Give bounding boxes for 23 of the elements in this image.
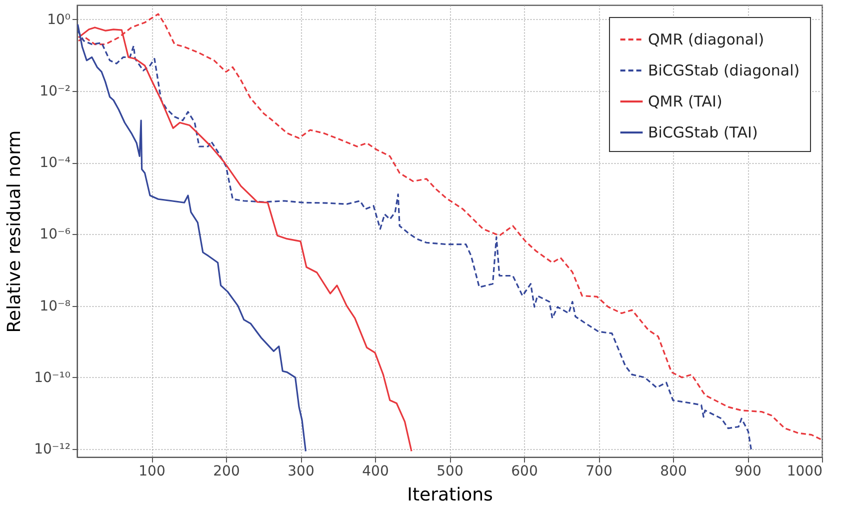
x-tick-label: 200 <box>213 464 240 480</box>
y-tick-label: 10⁻² <box>40 83 70 100</box>
x-tick-label: 1000 <box>786 464 822 480</box>
legend-label: QMR (diagonal) <box>648 30 764 48</box>
y-tick-label: 10⁻⁶ <box>40 226 71 243</box>
x-tick-label: 500 <box>436 464 464 480</box>
x-tick-label: 400 <box>362 464 389 480</box>
x-axis-title: Iterations <box>407 484 493 506</box>
y-axis-title: Relative residual norm <box>4 130 26 333</box>
legend-label: QMR (TAI) <box>648 92 722 110</box>
x-tick-label: 700 <box>586 464 612 480</box>
x-tick-label: 800 <box>660 464 687 480</box>
y-tick-label: 10⁻¹² <box>34 442 70 458</box>
x-tick-label: 600 <box>511 464 538 480</box>
x-tick-label: 900 <box>734 464 762 480</box>
y-tick-label: 10⁻¹⁰ <box>34 370 71 386</box>
y-tick-label: 10⁻⁴ <box>40 155 71 172</box>
y-tick-label: 10⁻⁸ <box>40 298 71 314</box>
x-tick-label: 300 <box>288 464 314 480</box>
legend-label: BiCGStab (TAI) <box>648 124 758 142</box>
y-tick-label: 10⁰ <box>47 12 71 28</box>
legend-label: BiCGStab (diagonal) <box>648 62 800 80</box>
x-tick-label: 100 <box>138 464 166 480</box>
